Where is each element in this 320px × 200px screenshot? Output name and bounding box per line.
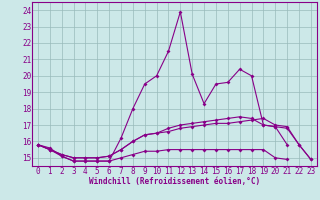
X-axis label: Windchill (Refroidissement éolien,°C): Windchill (Refroidissement éolien,°C): [89, 177, 260, 186]
